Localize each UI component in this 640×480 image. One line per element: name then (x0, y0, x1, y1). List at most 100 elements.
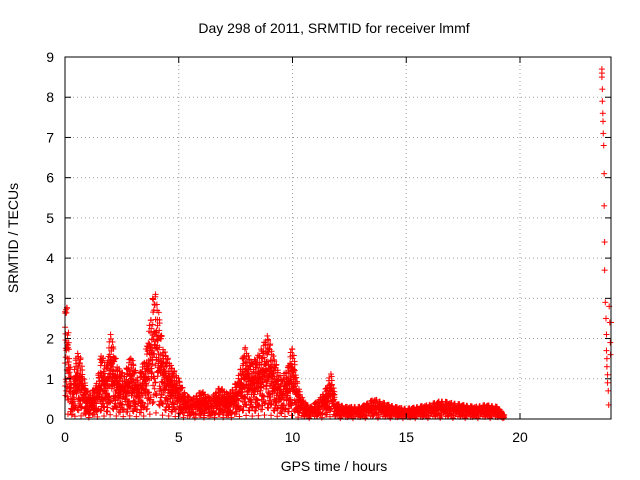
data-point (168, 362, 175, 369)
data-point (288, 412, 295, 419)
data-point (604, 379, 611, 386)
data-point (146, 389, 153, 396)
data-point (242, 344, 249, 351)
data-point (599, 110, 606, 117)
data-point (119, 369, 126, 376)
data-point (107, 335, 114, 342)
data-point (162, 406, 169, 413)
data-point (159, 412, 166, 419)
data-point (67, 364, 74, 371)
data-point (146, 322, 153, 329)
data-point (153, 301, 160, 308)
data-point (129, 357, 136, 364)
data-point (163, 400, 170, 407)
data-point (153, 354, 160, 361)
data-point (134, 377, 141, 384)
data-point (255, 412, 262, 419)
data-point (164, 355, 171, 362)
data-point (145, 373, 152, 380)
data-point (146, 411, 153, 418)
data-point (145, 340, 152, 347)
data-point (126, 412, 133, 419)
data-point (290, 352, 297, 359)
data-point (600, 118, 607, 125)
data-point (141, 403, 148, 410)
data-point (599, 86, 606, 93)
data-point (65, 329, 72, 336)
data-point (249, 413, 256, 420)
data-point (144, 405, 151, 412)
data-point (151, 375, 158, 382)
data-point (149, 400, 156, 407)
data-point (274, 413, 281, 420)
data-point (104, 404, 111, 411)
data-point (158, 333, 165, 340)
data-point (71, 413, 78, 420)
data-point (152, 409, 159, 416)
data-point (144, 400, 151, 407)
x-tick-label-1: 5 (175, 429, 183, 445)
data-point (603, 331, 610, 338)
data-point (152, 291, 159, 298)
y-tick-label-7: 7 (46, 129, 54, 145)
data-point (148, 344, 155, 351)
data-point (112, 403, 119, 410)
data-point (264, 332, 271, 339)
data-point (601, 202, 608, 209)
data-point (161, 349, 168, 356)
data-point (103, 408, 110, 415)
chart-title: Day 298 of 2011, SRMTID for receiver lmm… (198, 20, 469, 36)
data-point (603, 363, 610, 370)
y-tick-label-3: 3 (46, 290, 54, 306)
data-point (601, 267, 608, 274)
data-point (71, 405, 78, 412)
data-point (147, 394, 154, 401)
data-point (600, 130, 607, 137)
x-axis-label: GPS time / hours (281, 458, 388, 474)
data-point (268, 412, 275, 419)
data-point (598, 74, 605, 81)
data-points (62, 66, 614, 422)
data-point (84, 388, 91, 395)
data-point (63, 309, 70, 316)
grid-lines (65, 57, 611, 419)
data-point (66, 355, 73, 362)
data-point (601, 170, 608, 177)
data-point (148, 369, 155, 376)
y-axis-label: SRMTID / TECUs (5, 183, 21, 293)
data-point (65, 339, 72, 346)
data-point (607, 339, 614, 346)
data-point (601, 239, 608, 246)
data-point (109, 338, 116, 345)
data-point (156, 344, 163, 351)
y-tick-label-4: 4 (46, 250, 54, 266)
data-point (140, 413, 147, 420)
data-point (107, 411, 114, 418)
data-point (165, 412, 172, 419)
data-point (599, 98, 606, 105)
data-point (600, 142, 607, 149)
data-point (66, 369, 73, 376)
y-tick-label-9: 9 (46, 49, 54, 65)
data-point (81, 376, 88, 383)
data-point (149, 321, 156, 328)
data-point (100, 355, 107, 362)
data-point (110, 345, 117, 352)
data-point (74, 370, 81, 377)
data-point (155, 309, 162, 316)
data-point (82, 382, 89, 389)
y-tick-label-1: 1 (46, 371, 54, 387)
data-point (151, 385, 158, 392)
y-tick-label-2: 2 (46, 331, 54, 347)
data-point (243, 412, 250, 419)
data-point (112, 355, 119, 362)
data-point (100, 413, 107, 420)
data-point (156, 327, 163, 334)
data-point (605, 387, 612, 394)
data-point (103, 364, 110, 371)
data-point (72, 402, 79, 409)
data-point (167, 378, 174, 385)
y-tick-label-8: 8 (46, 89, 54, 105)
data-point (73, 369, 80, 376)
data-point (603, 355, 610, 362)
